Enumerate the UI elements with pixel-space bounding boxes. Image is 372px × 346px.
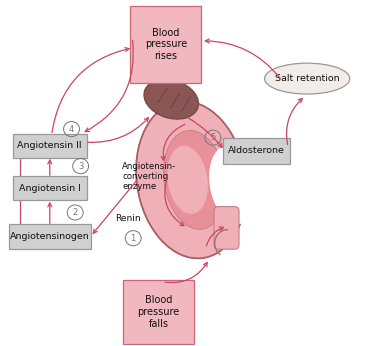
- FancyBboxPatch shape: [214, 207, 239, 249]
- Ellipse shape: [210, 146, 256, 224]
- FancyBboxPatch shape: [131, 6, 201, 83]
- FancyBboxPatch shape: [223, 138, 290, 164]
- Ellipse shape: [144, 79, 199, 119]
- Text: Angiotensin II: Angiotensin II: [17, 141, 82, 150]
- Ellipse shape: [264, 63, 350, 94]
- FancyBboxPatch shape: [9, 225, 90, 248]
- Text: Blood
pressure
rises: Blood pressure rises: [145, 28, 187, 61]
- Text: Angiotensin I: Angiotensin I: [19, 184, 81, 193]
- Text: Aldosterone: Aldosterone: [228, 146, 285, 155]
- Text: Angiotensinogen: Angiotensinogen: [10, 232, 90, 241]
- FancyBboxPatch shape: [13, 134, 87, 157]
- Text: Salt retention: Salt retention: [275, 74, 340, 83]
- Text: 3: 3: [78, 162, 83, 171]
- Ellipse shape: [136, 101, 246, 258]
- Text: 2: 2: [73, 208, 78, 217]
- Text: Angiotensin-
converting
enzyme: Angiotensin- converting enzyme: [122, 162, 177, 191]
- FancyBboxPatch shape: [13, 176, 87, 200]
- Ellipse shape: [167, 146, 208, 214]
- FancyBboxPatch shape: [123, 280, 194, 344]
- Text: 5: 5: [210, 133, 215, 142]
- Ellipse shape: [163, 130, 226, 229]
- Text: 4: 4: [69, 125, 74, 134]
- Text: 1: 1: [131, 234, 136, 243]
- Ellipse shape: [209, 149, 253, 224]
- Text: Blood
pressure
falls: Blood pressure falls: [137, 295, 180, 329]
- Text: Renin: Renin: [115, 214, 141, 223]
